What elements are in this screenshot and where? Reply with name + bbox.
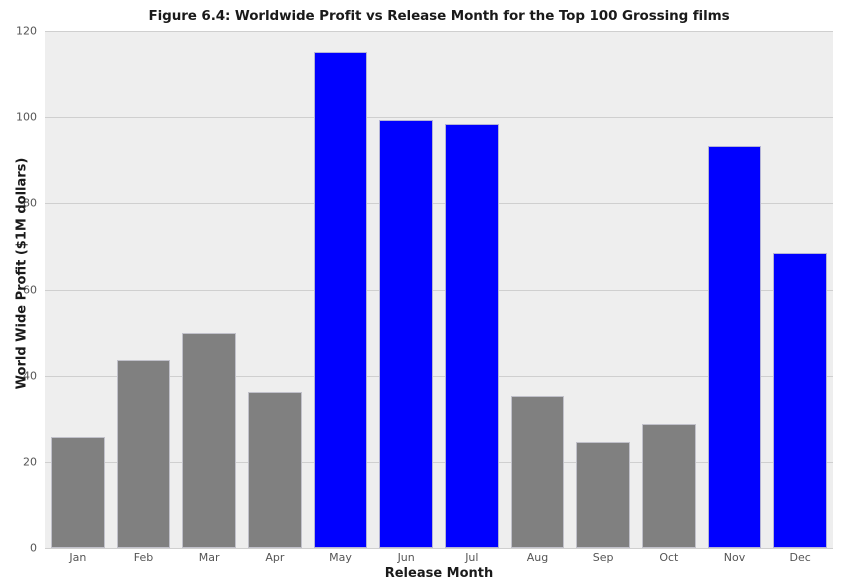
gridline bbox=[45, 289, 833, 291]
gridline bbox=[45, 461, 833, 463]
y-tick-label: 100 bbox=[16, 110, 37, 124]
y-tick-label: 0 bbox=[30, 541, 37, 555]
gridline bbox=[45, 375, 833, 377]
bar-oct[interactable] bbox=[641, 423, 696, 548]
gridline bbox=[45, 203, 833, 205]
x-tick-label: Mar bbox=[198, 551, 220, 564]
x-tick-label: Feb bbox=[133, 551, 154, 564]
chart-title: Figure 6.4: Worldwide Profit vs Release … bbox=[148, 8, 730, 24]
x-tick-label: Oct bbox=[659, 551, 679, 564]
plot-area bbox=[45, 31, 833, 549]
y-tick-label: 120 bbox=[16, 24, 37, 38]
bar-mar[interactable] bbox=[182, 333, 237, 548]
bar-nov[interactable] bbox=[707, 146, 762, 548]
x-tick-label: Jan bbox=[69, 551, 87, 564]
bar-jun[interactable] bbox=[379, 119, 434, 548]
x-tick-label: Apr bbox=[265, 551, 285, 564]
x-tick-label: Aug bbox=[526, 551, 549, 564]
gridline bbox=[45, 117, 833, 119]
bar-dec[interactable] bbox=[773, 252, 828, 548]
gridline bbox=[45, 548, 833, 549]
bar-sep[interactable] bbox=[576, 441, 631, 548]
y-axis-label: World Wide Profit ($1M dollars) bbox=[14, 157, 30, 390]
x-tick-label: May bbox=[329, 551, 352, 564]
x-tick-label: Nov bbox=[723, 551, 746, 564]
bar-aug[interactable] bbox=[510, 395, 565, 548]
bar-may[interactable] bbox=[313, 51, 368, 548]
x-tick-label: Dec bbox=[789, 551, 811, 564]
bar-apr[interactable] bbox=[247, 392, 302, 548]
x-axis-label: Release Month bbox=[384, 566, 494, 581]
gridline bbox=[45, 31, 833, 32]
x-tick-label: Jul bbox=[465, 551, 479, 564]
bar-feb[interactable] bbox=[116, 360, 171, 548]
x-tick-label: Sep bbox=[592, 551, 614, 564]
x-axis-ticks: Jan Feb Mar Apr May Jun Jul Aug Sep Oct Nov Dec bbox=[45, 551, 833, 571]
y-tick-label: 20 bbox=[23, 455, 37, 469]
x-tick-label: Jun bbox=[397, 551, 415, 564]
bar-jul[interactable] bbox=[444, 124, 499, 548]
bar-jan[interactable] bbox=[50, 436, 105, 548]
